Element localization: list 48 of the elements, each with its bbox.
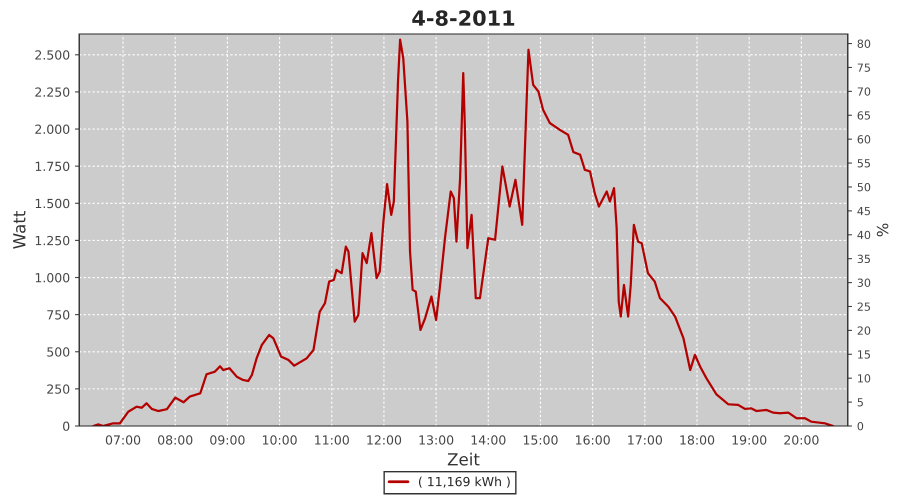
y-tick-label: 1.750 <box>36 162 70 172</box>
y2-tick-label: 80 <box>858 40 870 48</box>
x-tick-label: 17:00 <box>628 435 662 445</box>
y-tick-label: 500 <box>47 347 70 357</box>
x-tick-label: 07:00 <box>106 435 140 445</box>
y2-tick-label: 75 <box>858 64 870 72</box>
y2-tick-label: 20 <box>858 326 870 335</box>
y2-tick-label: 15 <box>858 350 870 359</box>
y2-tick-label: 35 <box>858 254 870 264</box>
y-tick-label: 1.250 <box>36 236 70 246</box>
y2-tick-label: 70 <box>858 87 870 96</box>
y2-tick-label: 5 <box>858 398 863 406</box>
y2-tick-label: 45 <box>857 207 870 216</box>
y-axis-title: Watt <box>13 211 26 249</box>
x-tick-label: 20:00 <box>784 435 819 445</box>
x-tick-label: 13:00 <box>419 435 454 445</box>
y-tick-label: 0 <box>63 421 70 431</box>
y-tick-label: 250 <box>47 384 70 394</box>
x-tick-label: 11:00 <box>315 435 349 445</box>
y2-tick-label: 55 <box>858 159 870 168</box>
y2-tick-label: 10 <box>858 374 870 383</box>
y2-axis-title: % <box>876 224 888 236</box>
y-tick-label: 2.250 <box>35 87 70 97</box>
chart-title: 4-8-2011 <box>412 10 514 26</box>
y2-tick-label: 30 <box>858 278 870 287</box>
y2-tick-label: 0 <box>858 422 864 430</box>
y-tick-label: 2.000 <box>35 124 70 134</box>
y-tick-label: 750 <box>47 310 70 320</box>
y2-tick-label: 25 <box>858 302 870 311</box>
y-tick-label: 1.500 <box>36 198 70 208</box>
y-tick-label: 2.500 <box>35 50 70 60</box>
x-tick-label: 12:00 <box>367 435 402 445</box>
x-tick-label: 08:00 <box>158 435 192 445</box>
x-tick-label: 10:00 <box>262 435 297 445</box>
x-tick-label: 19:00 <box>732 435 766 445</box>
y2-tick-label: 65 <box>858 111 870 120</box>
x-tick-label: 18:00 <box>680 435 714 445</box>
x-tick-label: 14:00 <box>472 435 506 445</box>
legend-label: ( 11,169 kWh ) <box>418 476 510 488</box>
line-series <box>92 38 834 426</box>
x-tick-label: 09:00 <box>210 435 245 445</box>
y2-tick-label: 60 <box>858 135 870 144</box>
x-axis-title: Zeit <box>448 452 480 466</box>
y-tick-label: 1.000 <box>36 272 70 282</box>
y2-tick-label: 50 <box>858 182 870 192</box>
y2-tick-label: 40 <box>857 230 870 240</box>
x-tick-label: 15:00 <box>524 435 558 445</box>
x-tick-label: 16:00 <box>576 435 610 445</box>
